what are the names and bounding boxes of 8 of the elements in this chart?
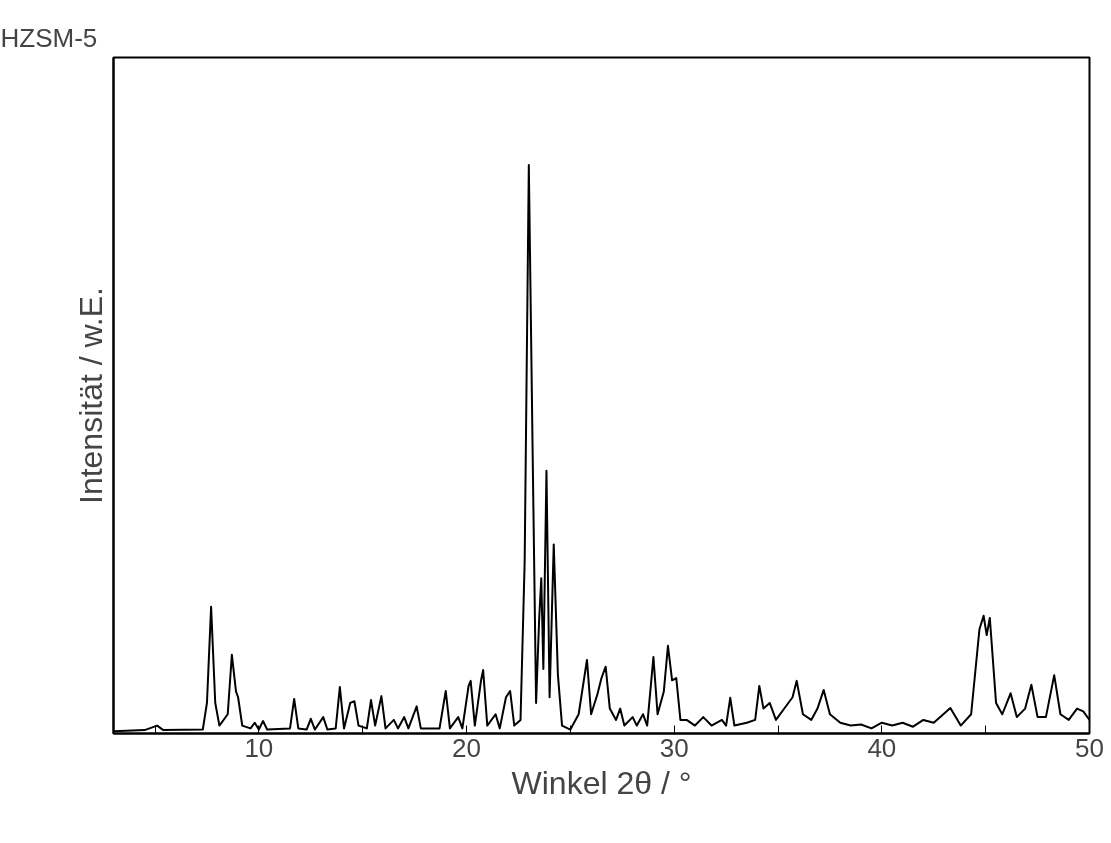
y-axis-title: Intensität / w.E. (72, 287, 109, 504)
x-tick-label: 10 (244, 732, 274, 763)
chart-title: HZSM-5 (0, 22, 98, 53)
x-tick-label: 40 (867, 732, 897, 763)
x-tick-label: 50 (1075, 732, 1104, 763)
x-tick-label: 20 (452, 732, 481, 763)
x-tick-label: 30 (659, 732, 689, 763)
x-axis-title: Winkel 2θ / ° (511, 764, 692, 801)
